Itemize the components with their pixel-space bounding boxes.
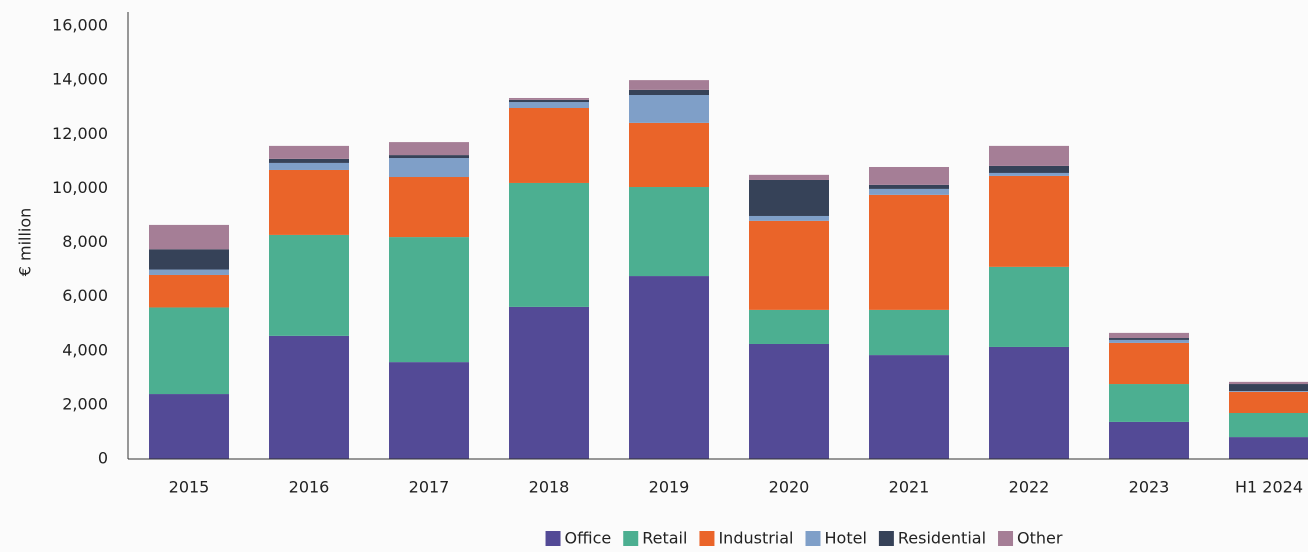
bar-segment [1229, 437, 1308, 459]
x-tick-label: 2015 [169, 478, 210, 497]
bar-segment [1229, 384, 1308, 392]
legend-label: Office [565, 529, 612, 548]
bar-segment [989, 266, 1069, 347]
bar-segment [989, 165, 1069, 173]
x-tick-label: 2022 [1009, 478, 1050, 497]
bar-segment [1109, 338, 1189, 340]
bar-segment [509, 107, 589, 183]
bar-segment [989, 175, 1069, 267]
bar-segment [1229, 391, 1308, 392]
bar-segment [869, 166, 949, 185]
bar-segment [389, 158, 469, 178]
y-tick-label: 14,000 [52, 70, 108, 89]
bar-segment [1229, 381, 1308, 385]
bar-segment [629, 187, 709, 277]
bar-segment [869, 184, 949, 189]
bar-segment [869, 355, 949, 459]
bar-segment [749, 179, 829, 216]
legend-swatch [545, 531, 561, 546]
y-tick-label: 2,000 [62, 394, 108, 413]
bar-segment [509, 182, 589, 307]
bar-segment [509, 97, 589, 100]
bar-segment [1109, 339, 1189, 343]
y-tick-label: 0 [98, 449, 108, 468]
bar-segment [269, 158, 349, 163]
x-tick-label: 2018 [529, 478, 570, 497]
x-tick-label: 2021 [889, 478, 930, 497]
x-tick-label: 2023 [1129, 478, 1170, 497]
bar-segment [629, 122, 709, 188]
legend-swatch [878, 531, 894, 546]
x-tick-label: 2016 [289, 478, 330, 497]
x-tick-label: 2020 [769, 478, 810, 497]
legend-label: Other [1017, 529, 1063, 548]
bar-segment [989, 145, 1069, 166]
y-tick-label: 10,000 [52, 178, 108, 197]
bar-segment [1109, 384, 1189, 422]
x-tick-label: H1 2024 [1235, 478, 1303, 497]
bar-segment [989, 346, 1069, 459]
bar-segment [149, 274, 229, 308]
bar-segment [629, 95, 709, 123]
bar-segment [629, 89, 709, 96]
bar-segment [509, 102, 589, 108]
bar-segment [749, 174, 829, 180]
bar-segment [149, 269, 229, 275]
x-tick-label: 2017 [409, 478, 450, 497]
legend-label: Residential [898, 529, 986, 548]
bar-segment [869, 309, 949, 356]
bar-segment [269, 169, 349, 235]
x-tick-label: 2019 [649, 478, 690, 497]
bar-segment [749, 309, 829, 344]
legend-swatch [805, 531, 821, 546]
legend-swatch [699, 531, 715, 546]
bar-segment [869, 194, 949, 310]
legend-label: Retail [642, 529, 687, 548]
legend-label: Hotel [825, 529, 867, 548]
bar-segment [1229, 391, 1308, 413]
bar-segment [149, 249, 229, 270]
bar-segment [749, 343, 829, 459]
bar-segment [389, 142, 469, 156]
legend-label: Industrial [718, 529, 793, 548]
bar-segment [749, 215, 829, 221]
bar-segment [269, 335, 349, 459]
bar-segment [389, 177, 469, 238]
y-tick-label: 12,000 [52, 124, 108, 143]
bar-segment [629, 80, 709, 90]
y-tick-label: 16,000 [52, 16, 108, 35]
y-tick-label: 6,000 [62, 286, 108, 305]
legend-swatch [998, 531, 1014, 546]
bar-segment [269, 234, 349, 336]
bar-segment [749, 220, 829, 310]
bar-segment [269, 162, 349, 170]
bar-segment [1229, 412, 1308, 438]
bar-segment [1109, 342, 1189, 385]
bar-segment [1109, 421, 1189, 459]
bar-segment [869, 188, 949, 195]
bar-segment [269, 145, 349, 159]
bar-segment [509, 306, 589, 459]
bar-segment [389, 362, 469, 459]
legend-swatch [623, 531, 639, 546]
bar-segment [509, 99, 589, 103]
bar-segment [149, 394, 229, 459]
y-axis-label: € million [16, 208, 35, 277]
bar-segment [1109, 332, 1189, 339]
bar-segment [629, 276, 709, 459]
bar-segment [389, 155, 469, 159]
y-tick-label: 8,000 [62, 232, 108, 251]
bar-segment [389, 237, 469, 363]
bar-segment [149, 307, 229, 395]
bar-segment [989, 172, 1069, 176]
y-tick-label: 4,000 [62, 340, 108, 359]
bar-segment [149, 224, 229, 250]
